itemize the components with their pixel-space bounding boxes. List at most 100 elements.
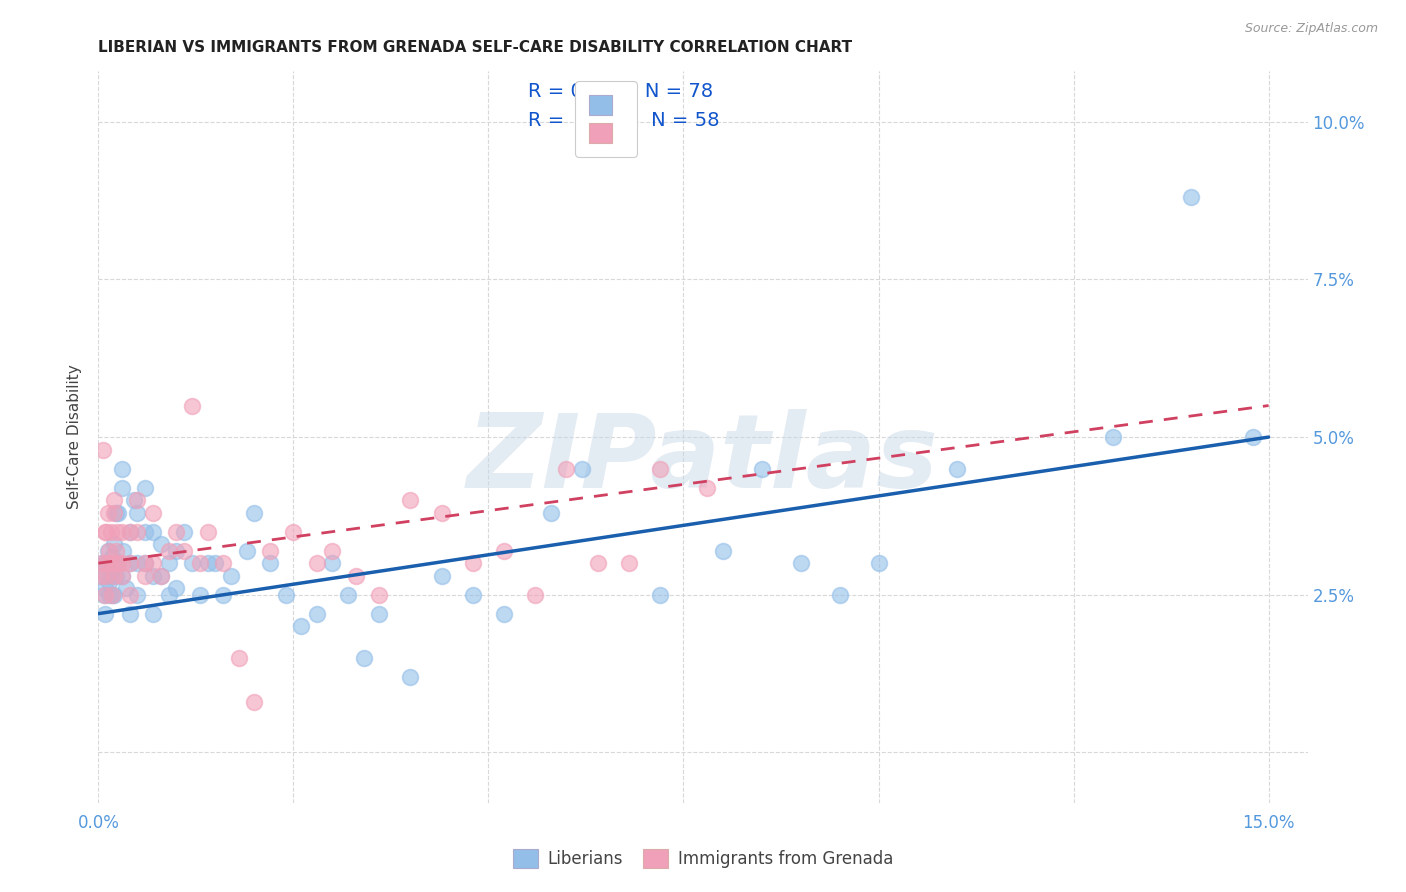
- Point: [100, 524, 122, 539]
- Point: [188, 588, 211, 602]
- Point: [96, 569, 118, 583]
- Point: [118, 588, 141, 602]
- Point: [399, 670, 422, 684]
- Point: [337, 588, 360, 602]
- Point: [586, 556, 609, 570]
- Point: [134, 556, 156, 570]
- Point: [100, 569, 122, 583]
- Point: [104, 543, 127, 558]
- Point: [368, 588, 391, 602]
- Text: Source: ZipAtlas.com: Source: ZipAtlas.com: [1244, 22, 1378, 36]
- Point: [399, 493, 422, 508]
- Point: [142, 607, 165, 621]
- Point: [219, 569, 242, 583]
- Point: [91, 556, 114, 570]
- Point: [945, 461, 967, 475]
- Point: [118, 524, 141, 539]
- Point: [181, 556, 204, 570]
- Point: [212, 556, 235, 570]
- Point: [321, 556, 343, 570]
- Point: [107, 556, 129, 570]
- Point: [212, 588, 235, 602]
- Point: [494, 607, 516, 621]
- Point: [751, 461, 773, 475]
- Point: [107, 556, 129, 570]
- Point: [344, 569, 367, 583]
- Point: [142, 524, 165, 539]
- Point: [111, 481, 134, 495]
- Point: [103, 493, 125, 508]
- Point: [149, 569, 172, 583]
- Point: [494, 543, 516, 558]
- Point: [353, 650, 375, 665]
- Legend: Liberians, Immigrants from Grenada: Liberians, Immigrants from Grenada: [506, 843, 900, 875]
- Point: [111, 556, 134, 570]
- Point: [305, 607, 328, 621]
- Point: [96, 569, 118, 583]
- Text: LIBERIAN VS IMMIGRANTS FROM GRENADA SELF-CARE DISABILITY CORRELATION CHART: LIBERIAN VS IMMIGRANTS FROM GRENADA SELF…: [98, 40, 852, 55]
- Text: R = 0.366   N = 78: R = 0.366 N = 78: [527, 82, 713, 101]
- Point: [142, 569, 165, 583]
- Point: [127, 493, 149, 508]
- Point: [118, 524, 141, 539]
- Point: [94, 607, 117, 621]
- Point: [127, 524, 149, 539]
- Point: [1101, 430, 1123, 444]
- Point: [165, 582, 187, 596]
- Point: [173, 543, 195, 558]
- Point: [648, 461, 671, 475]
- Point: [228, 650, 250, 665]
- Point: [235, 543, 257, 558]
- Point: [430, 506, 453, 520]
- Point: [103, 537, 125, 551]
- Point: [648, 588, 671, 602]
- Point: [461, 556, 484, 570]
- Point: [555, 461, 578, 475]
- Point: [112, 543, 135, 558]
- Point: [97, 575, 120, 590]
- Point: [243, 695, 266, 709]
- Point: [868, 556, 890, 570]
- Point: [571, 461, 593, 475]
- Point: [101, 588, 124, 602]
- Point: [98, 556, 121, 570]
- Point: [430, 569, 453, 583]
- Point: [96, 524, 118, 539]
- Point: [103, 588, 125, 602]
- Text: ZIPatlas: ZIPatlas: [467, 409, 939, 509]
- Point: [711, 543, 734, 558]
- Point: [122, 493, 145, 508]
- Point: [97, 543, 120, 558]
- Point: [103, 506, 125, 520]
- Point: [157, 556, 180, 570]
- Point: [290, 619, 312, 633]
- Y-axis label: Self-Care Disability: Self-Care Disability: [67, 365, 83, 509]
- Point: [197, 524, 219, 539]
- Point: [90, 569, 112, 583]
- Point: [105, 524, 128, 539]
- Point: [259, 556, 281, 570]
- Point: [118, 556, 141, 570]
- Point: [91, 442, 114, 457]
- Point: [274, 588, 297, 602]
- Point: [368, 607, 391, 621]
- Point: [157, 588, 180, 602]
- Point: [111, 524, 134, 539]
- Point: [111, 569, 134, 583]
- Point: [100, 549, 122, 564]
- Point: [204, 556, 226, 570]
- Point: [173, 524, 195, 539]
- Point: [524, 588, 547, 602]
- Point: [789, 556, 811, 570]
- Point: [127, 556, 149, 570]
- Point: [157, 543, 180, 558]
- Point: [149, 569, 172, 583]
- Point: [142, 506, 165, 520]
- Point: [617, 556, 640, 570]
- Point: [98, 588, 121, 602]
- Point: [243, 506, 266, 520]
- Point: [1241, 430, 1264, 444]
- Point: [165, 543, 187, 558]
- Point: [114, 582, 136, 596]
- Point: [111, 569, 134, 583]
